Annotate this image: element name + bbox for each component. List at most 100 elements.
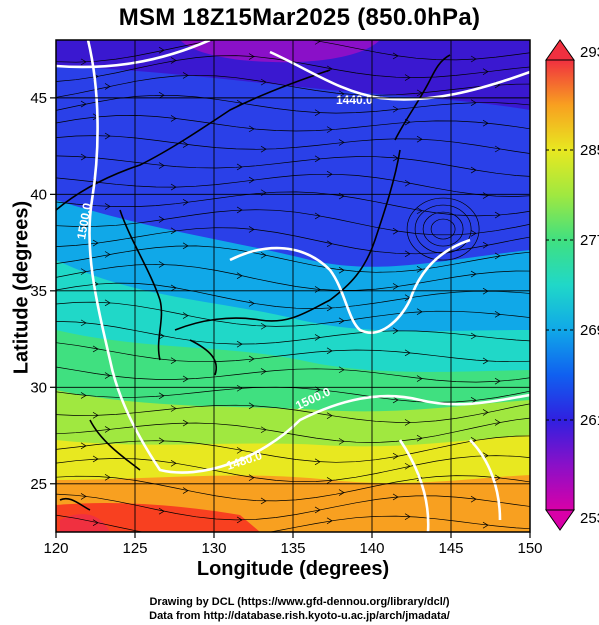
- x-tick-label: 135: [280, 540, 305, 557]
- streamline-arrow: [236, 272, 243, 280]
- streamline-arrow: [326, 240, 333, 248]
- streamline-arrow: [392, 327, 399, 335]
- streamline-arrow: [494, 311, 501, 318]
- x-tick-label: 120: [43, 540, 68, 557]
- streamline-arrow: [326, 347, 333, 355]
- streamline-arrow: [248, 176, 255, 184]
- streamline-arrow: [482, 409, 489, 416]
- colorbar-label: 285: [580, 142, 599, 159]
- streamline-arrow: [416, 135, 423, 143]
- streamline-arrow: [392, 396, 399, 404]
- streamline-arrow: [416, 375, 423, 382]
- streamline-arrow: [260, 251, 267, 259]
- streamline-arrow: [482, 192, 489, 199]
- streamline-arrow: [392, 452, 399, 460]
- streamline-arrow: [314, 286, 321, 293]
- streamline-arrow: [404, 250, 411, 258]
- streamline-arrow: [80, 153, 87, 161]
- streamline: [56, 74, 530, 98]
- streamline-arrow: [470, 495, 477, 503]
- streamline-arrow: [170, 183, 177, 191]
- y-tick-label: 30: [30, 379, 47, 396]
- streamline-arrow: [494, 211, 501, 219]
- streamline-arrow: [404, 349, 411, 357]
- streamline-arrow: [158, 437, 165, 445]
- streamline-arrow: [248, 402, 255, 410]
- streamline-arrow: [326, 412, 333, 419]
- streamline-arrow: [470, 270, 477, 278]
- streamline-arrow: [236, 447, 243, 454]
- streamline-arrow: [338, 317, 345, 325]
- streamline-arrow: [236, 384, 243, 392]
- streamline-arrow: [482, 357, 489, 365]
- contour-label: 1500.0: [74, 202, 94, 241]
- chart-title: MSM 18Z15Mar2025 (850.0hPa): [118, 4, 481, 31]
- streamline-arrow: [470, 55, 477, 63]
- streamline: [56, 342, 530, 363]
- streamline-arrow: [482, 119, 489, 127]
- streamline-arrow: [236, 206, 243, 214]
- streamline-arrow: [182, 487, 189, 494]
- streamline: [56, 455, 530, 483]
- streamline-arrow: [260, 426, 267, 434]
- streamline-arrow: [326, 477, 333, 484]
- streamline-arrow: [248, 53, 255, 60]
- streamline: [56, 155, 530, 177]
- streamline-arrow: [326, 170, 333, 178]
- streamline-arrow: [104, 426, 111, 433]
- streamline-arrow: [494, 474, 501, 482]
- streamline: [56, 209, 530, 236]
- streamline-arrow: [170, 459, 177, 467]
- streamline-arrow: [494, 419, 501, 426]
- streamline-arrow: [392, 227, 399, 235]
- streamline-arrow: [80, 319, 87, 327]
- streamline-arrow: [92, 345, 99, 353]
- streamline-arrow: [482, 241, 489, 249]
- streamline-arrow: [392, 105, 399, 113]
- streamline-arrow: [80, 100, 87, 108]
- colorbar-top-arrow: [545, 39, 575, 61]
- streamline-arrow: [92, 455, 99, 463]
- colorbar-ticks: [546, 149, 574, 421]
- streamline-swirl: [422, 211, 464, 247]
- streamline: [56, 94, 530, 114]
- credit-drawing: Drawing by DCL (https://www.gfd-dennou.o…: [149, 596, 450, 608]
- streamline-arrow: [314, 386, 321, 394]
- streamline-arrow: [104, 132, 111, 140]
- streamline-arrow: [80, 442, 87, 450]
- streamline-arrow: [470, 396, 477, 404]
- x-axis-title: Longitude (degrees): [196, 558, 390, 580]
- streamline-arrow: [260, 368, 267, 375]
- streamline: [56, 366, 530, 383]
- streamline-arrow: [260, 145, 267, 153]
- x-tick-labels: 120 125 130 135 140 145 150: [43, 540, 542, 557]
- streamline-arrow: [392, 52, 399, 60]
- streamline-arrow: [182, 141, 189, 148]
- streamline-arrow: [158, 162, 165, 169]
- streamline-arrow: [80, 392, 87, 399]
- colorbar-labels: 293 285 277 269 261 253: [580, 44, 599, 527]
- streamline-arrow: [182, 198, 189, 206]
- streamline-arrow: [314, 40, 321, 45]
- y-tick-label: 25: [30, 476, 47, 493]
- streamline-arrow: [248, 125, 255, 133]
- streamline: [56, 55, 530, 82]
- streamline-arrow: [171, 534, 176, 540]
- streamline-arrow: [416, 434, 423, 442]
- x-tick-label: 145: [438, 540, 463, 557]
- streamline-arrow: [314, 212, 321, 220]
- x-tick-label: 125: [122, 540, 147, 557]
- streamline: [56, 135, 530, 154]
- x-tick-label: 140: [359, 540, 384, 557]
- streamline-arrow: [260, 78, 267, 86]
- streamline-arrow: [158, 392, 165, 400]
- streamline-arrow: [338, 438, 345, 445]
- streamline-arrow: [182, 375, 189, 383]
- streamline-arrow: [236, 340, 243, 348]
- streamline-arrow: [416, 308, 423, 316]
- streamline-arrow: [104, 372, 111, 379]
- streamline-arrow: [170, 227, 177, 235]
- x-tick-label: 150: [517, 540, 542, 557]
- streamline-arrow: [470, 332, 477, 340]
- streamline-arrow: [260, 322, 267, 330]
